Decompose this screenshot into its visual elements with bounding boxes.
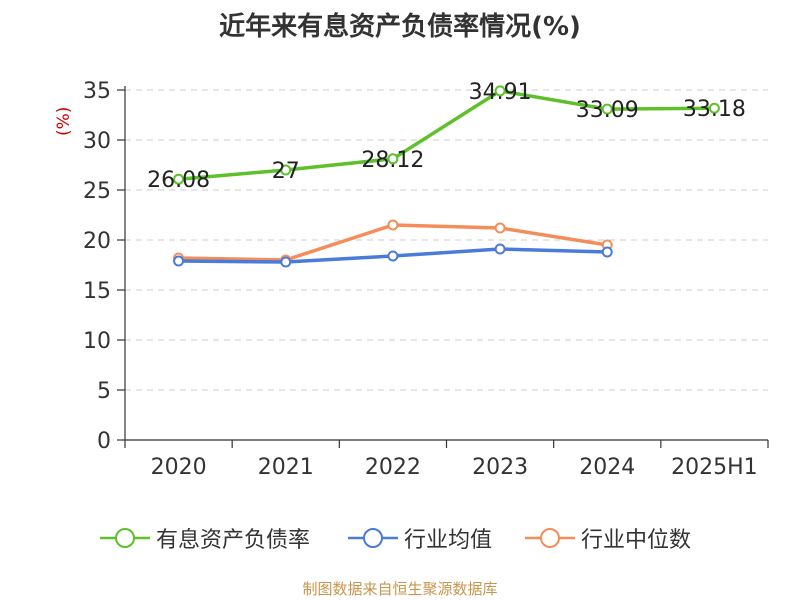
y-tick-label: 35 xyxy=(83,79,111,104)
data-point xyxy=(494,222,506,234)
data-point xyxy=(173,173,185,185)
legend-marker-icon xyxy=(100,528,150,548)
legend-label: 有息资产负债率 xyxy=(156,528,311,553)
data-label: 33.18 xyxy=(683,97,746,122)
legend-marker-icon xyxy=(525,528,575,548)
x-tick-label: 2023 xyxy=(472,455,528,480)
data-label: 28.12 xyxy=(361,148,424,173)
data-point xyxy=(280,164,292,176)
legend-item: 有息资产负债率 xyxy=(100,520,310,556)
x-tick-label: 2024 xyxy=(579,455,635,480)
y-tick-label: 10 xyxy=(83,329,111,354)
chart-plot-area: 0 5 10 15 20 25 30 35 2020 2021 2022 2023 2024 2025H1… xyxy=(83,79,769,480)
data-point xyxy=(601,103,613,115)
legend-label: 行业均值 xyxy=(404,528,493,553)
chart-legend: 有息资产负债率 行业均值 行业中位数 xyxy=(0,520,800,556)
data-source-footer: 制图数据来自恒生聚源数据库 xyxy=(302,580,498,598)
data-point xyxy=(601,246,613,258)
data-point xyxy=(387,250,399,262)
data-point xyxy=(387,153,399,165)
x-tick-label: 2020 xyxy=(151,455,207,480)
x-tick-label: 2021 xyxy=(258,455,314,480)
series-line xyxy=(178,89,715,181)
legend-marker-icon xyxy=(348,528,398,548)
x-tick-label: 2025H1 xyxy=(671,455,758,480)
y-tick-label: 20 xyxy=(83,229,111,254)
y-tick-label: 5 xyxy=(97,379,111,404)
data-point xyxy=(280,256,292,268)
data-point xyxy=(387,219,399,231)
y-tick-label: 25 xyxy=(83,179,111,204)
data-point xyxy=(494,243,506,255)
data-label: 27 xyxy=(272,159,300,184)
data-label: 26.08 xyxy=(147,168,210,193)
legend-item: 行业中位数 xyxy=(525,520,691,556)
x-tick-label: 2022 xyxy=(365,455,421,480)
y-tick-label: 0 xyxy=(97,429,111,454)
data-point xyxy=(494,85,506,97)
y-tick-label: 15 xyxy=(83,279,111,304)
y-tick-label: 30 xyxy=(83,129,111,154)
data-label: 33.09 xyxy=(576,98,639,123)
legend-item: 行业均值 xyxy=(348,520,492,556)
legend-label: 行业中位数 xyxy=(581,528,692,553)
chart-title: 近年来有息资产负债率情况(%) xyxy=(219,12,581,42)
data-label: 34.91 xyxy=(469,80,532,105)
data-point xyxy=(708,102,720,114)
data-point xyxy=(173,255,185,267)
